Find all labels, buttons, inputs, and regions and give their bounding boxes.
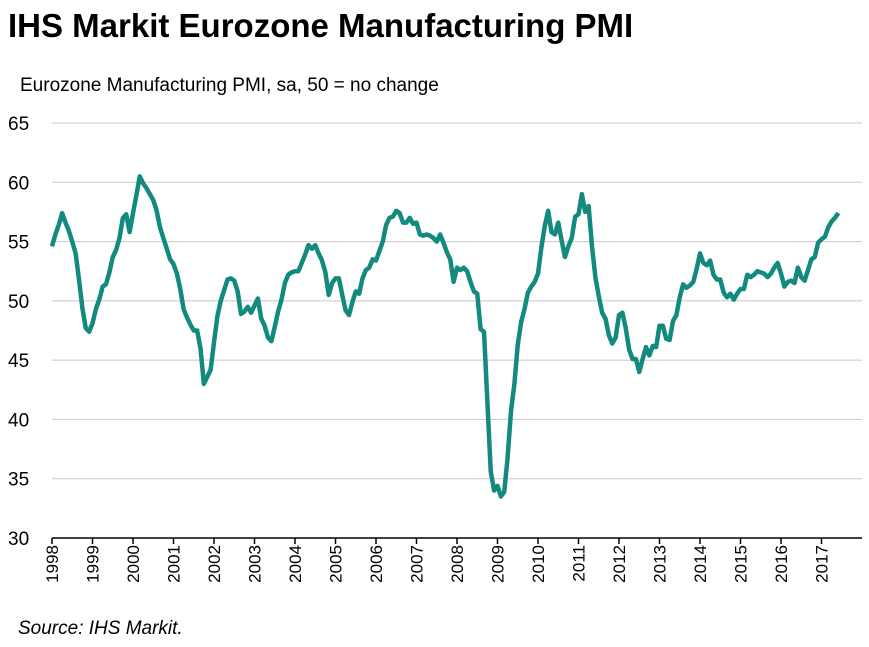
chart-title: IHS Markit Eurozone Manufacturing PMI (8, 7, 633, 44)
x-tick-label: 2001 (165, 545, 184, 583)
x-tick-label: 2014 (691, 545, 710, 583)
x-tick-label: 1999 (84, 545, 103, 583)
x-tick-label: 2011 (570, 545, 589, 582)
x-tick-label: 2002 (205, 545, 224, 583)
x-tick-label: 2012 (610, 545, 629, 583)
x-tick-label: 2003 (246, 545, 265, 583)
y-tick-label: 35 (8, 470, 29, 491)
x-tick-label: 2017 (813, 545, 832, 583)
x-tick-label: 2015 (732, 545, 751, 583)
x-tick-label: 1998 (43, 545, 62, 583)
x-tick-label: 2016 (772, 545, 791, 583)
y-tick-label: 65 (8, 114, 29, 135)
y-tick-label: 40 (8, 410, 29, 431)
x-tick-label: 2004 (286, 545, 305, 583)
y-tick-label: 55 (8, 233, 29, 254)
x-tick-label: 2008 (448, 545, 467, 583)
y-tick-label: 50 (8, 292, 29, 313)
x-tick-label: 2000 (124, 545, 143, 583)
data-line (49, 174, 841, 499)
chart-subtitle: Eurozone Manufacturing PMI, sa, 50 = no … (20, 75, 439, 96)
y-tick-label: 30 (8, 529, 29, 550)
x-tick-label: 2010 (529, 545, 548, 583)
x-tick-label: 2009 (489, 545, 508, 583)
x-tick-label: 2006 (367, 545, 386, 583)
source-note: Source: IHS Markit. (18, 618, 183, 639)
x-tick-label: 2005 (327, 545, 346, 583)
y-tick-label: 45 (8, 351, 29, 372)
y-tick-label: 60 (8, 173, 29, 194)
x-tick-label: 2007 (408, 545, 427, 583)
x-tick-label: 2013 (651, 545, 670, 583)
